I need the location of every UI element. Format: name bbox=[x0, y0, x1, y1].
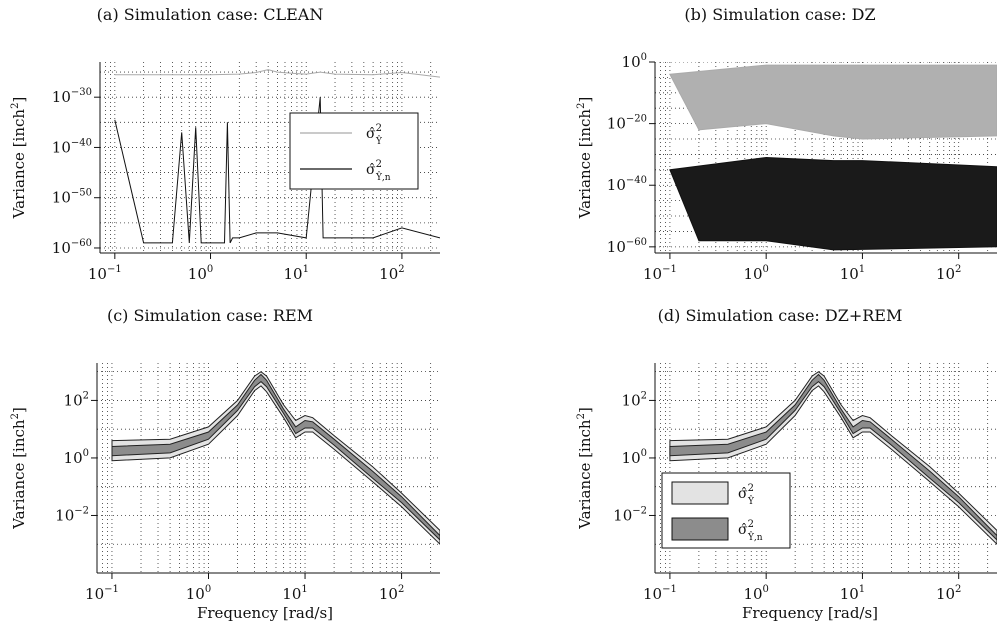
panel-title: (b) Simulation case: DZ bbox=[684, 5, 875, 24]
x-axis-label: Frequency [rad/s] bbox=[197, 604, 333, 622]
x-tick-label: 100 bbox=[743, 584, 768, 603]
x-tick-label: 102 bbox=[936, 584, 961, 603]
series-band-c-0 bbox=[111, 371, 440, 545]
y-tick-label: 10−30 bbox=[52, 87, 92, 106]
series-group-d bbox=[669, 371, 997, 545]
y-axis-label: Variance [inch2] bbox=[576, 407, 594, 530]
x-tick-label: 100 bbox=[188, 264, 213, 283]
x-tick-label: 101 bbox=[840, 584, 865, 603]
x-tick-label: 102 bbox=[936, 264, 961, 283]
series-band-b-0 bbox=[669, 64, 997, 140]
legend-label: σ̂2 Ŷ bbox=[738, 483, 755, 507]
x-tick-label: 102 bbox=[379, 584, 404, 603]
panel-title: (c) Simulation case: REM bbox=[107, 306, 313, 325]
series-group-b bbox=[669, 64, 997, 251]
grid-a bbox=[100, 62, 440, 253]
y-tick-label: 102 bbox=[622, 390, 647, 409]
legend-label: σ̂2 Ŷ,n bbox=[738, 519, 763, 543]
y-axis-label: Variance [inch2] bbox=[10, 407, 28, 530]
y-axis-label: Variance [inch2] bbox=[576, 97, 594, 220]
series-group-a bbox=[114, 69, 440, 244]
panel-b: 10−1 100 101 102 100 10−20 10−40 10−60 (b) Simul… bbox=[576, 5, 997, 283]
y-tick-label: 10−60 bbox=[52, 238, 92, 257]
legend-d: σ̂2 Ŷ σ̂2 Ŷ,n bbox=[661, 472, 791, 549]
legend-swatch bbox=[671, 517, 729, 541]
x-tick-label: 100 bbox=[743, 264, 768, 283]
x-tick-label: 10−1 bbox=[88, 264, 122, 283]
y-tick-label: 102 bbox=[64, 390, 89, 409]
x-tick-label: 102 bbox=[379, 264, 404, 283]
panel-title: (d) Simulation case: DZ+REM bbox=[658, 306, 903, 325]
legend-a: σ̂2 Ŷ σ̂2 Ŷ,n bbox=[289, 112, 419, 190]
x-tick-label: 10−1 bbox=[643, 584, 677, 603]
panel-d: 10−1 100 101 102 102 100 10−2 (d) Simulation ca… bbox=[576, 306, 997, 622]
x-axis-label: Frequency [rad/s] bbox=[742, 604, 878, 622]
y-tick-label: 10−50 bbox=[52, 188, 92, 207]
series-band-d-0 bbox=[669, 371, 997, 545]
y-tick-label: 10−2 bbox=[55, 505, 89, 524]
legend-swatch bbox=[671, 481, 729, 505]
series-band-b-1 bbox=[669, 156, 997, 251]
x-tick-label: 101 bbox=[840, 264, 865, 283]
legend-label: σ̂2 Ŷ,n bbox=[366, 159, 391, 183]
panel-c: 10−1 100 101 102 102 100 10−2 (c) Simulation ca… bbox=[10, 306, 440, 622]
y-tick-label: 10−2 bbox=[613, 505, 647, 524]
series-group-c bbox=[111, 371, 440, 545]
y-tick-label: 10−20 bbox=[607, 114, 647, 133]
x-tick-label: 10−1 bbox=[643, 264, 677, 283]
x-tick-label: 10−1 bbox=[85, 584, 119, 603]
legend-label: σ̂2 Ŷ bbox=[366, 123, 383, 147]
y-tick-label: 10−40 bbox=[52, 137, 92, 156]
series-line-a-1 bbox=[114, 97, 440, 244]
y-tick-label: 100 bbox=[64, 448, 89, 467]
y-tick-label: 100 bbox=[622, 448, 647, 467]
series-band-d-1 bbox=[669, 373, 997, 541]
panel-title: (a) Simulation case: CLEAN bbox=[97, 5, 324, 24]
y-axis-label: Variance [inch2] bbox=[10, 97, 28, 220]
y-tick-label: 10−60 bbox=[607, 237, 647, 256]
x-tick-label: 100 bbox=[186, 584, 211, 603]
legend-box bbox=[289, 112, 419, 190]
panel-a: 10−1 100 101 102 10−30 10−40 10−50 10−60 (a) Sim… bbox=[10, 5, 440, 283]
y-tick-label: 100 bbox=[622, 52, 647, 71]
series-line-a-0 bbox=[114, 69, 440, 78]
grid-d bbox=[655, 363, 997, 573]
x-tick-label: 101 bbox=[282, 584, 307, 603]
y-tick-label: 10−40 bbox=[607, 175, 647, 194]
series-band-c-1 bbox=[111, 373, 440, 541]
x-tick-label: 101 bbox=[283, 264, 308, 283]
